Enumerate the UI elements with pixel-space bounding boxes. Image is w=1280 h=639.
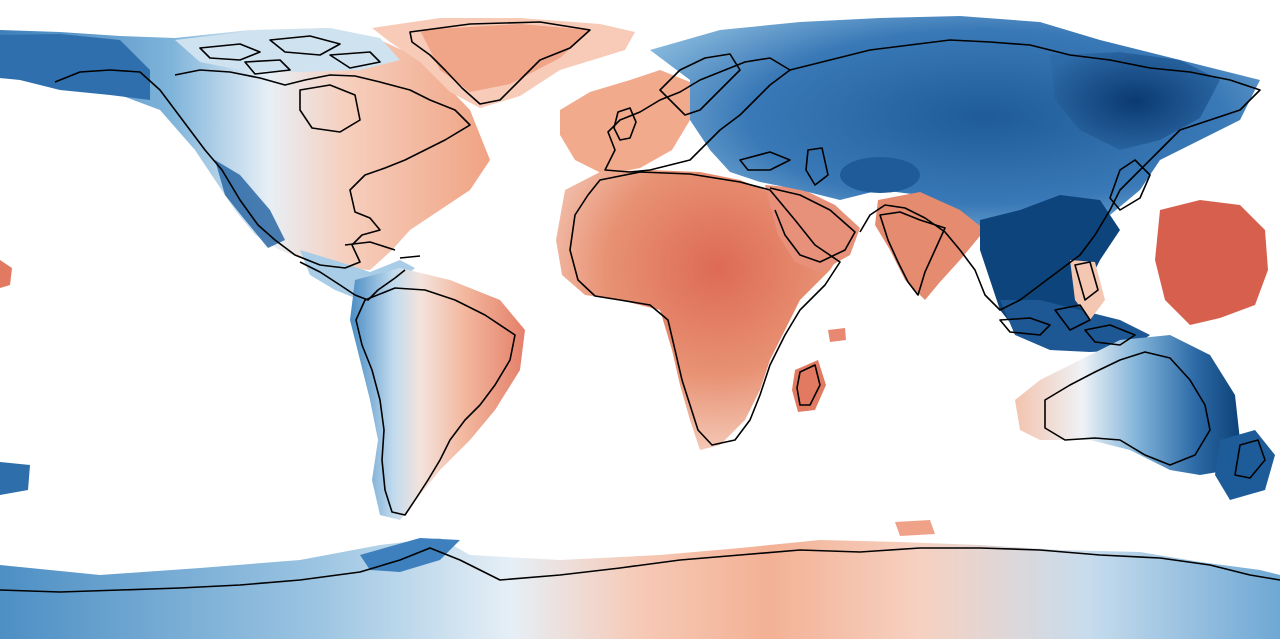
field-layer [0,16,1280,639]
region-arabia [765,185,860,272]
region-central-asia-core [840,157,920,193]
region-australia [1015,335,1240,475]
coast-uk [613,107,637,141]
coast-new-zealand [1234,439,1266,479]
region-canada-arctic [175,28,400,72]
coast-black-sea [739,151,791,171]
coast-arabia [769,187,856,263]
region-greenland-inner [420,24,590,92]
coast-arctic-islands [199,35,381,75]
coast-europe [604,57,791,173]
coast-africa [569,171,841,446]
coast-scandinavia [659,53,741,116]
coast-greenland [409,21,591,105]
coast-india [879,211,946,296]
region-india [875,192,985,300]
region-kerguelen [895,520,935,536]
coast-antarctica [0,547,1280,593]
coast-south-america [355,287,516,516]
region-maritime-continent [1000,300,1150,352]
coast-hudson-bay [299,84,361,133]
coast-asia [789,39,1261,311]
coast-australia [1044,351,1211,466]
region-new-zealand [1215,430,1275,500]
region-antarctic-peninsula [360,538,460,572]
region-western-europe [560,70,690,175]
coast-caribbean [344,241,421,259]
coast-japan [1109,159,1151,211]
coast-madagascar [796,364,821,406]
coast-north-america [54,69,471,269]
coastlines [0,21,1280,593]
region-edge-west-pacific [0,462,30,495]
region-south-america [350,268,525,520]
coast-central-america [299,261,406,301]
region-pacific-blob [1155,200,1268,325]
coast-caspian [805,147,829,186]
region-seychelles [828,328,846,342]
region-siberia [1050,52,1220,150]
region-rockies [215,160,285,248]
region-alaska [0,34,150,100]
region-antarctica [0,538,1280,639]
coast-maritime [999,261,1136,346]
region-africa [556,170,850,450]
region-edge-red [0,260,12,288]
